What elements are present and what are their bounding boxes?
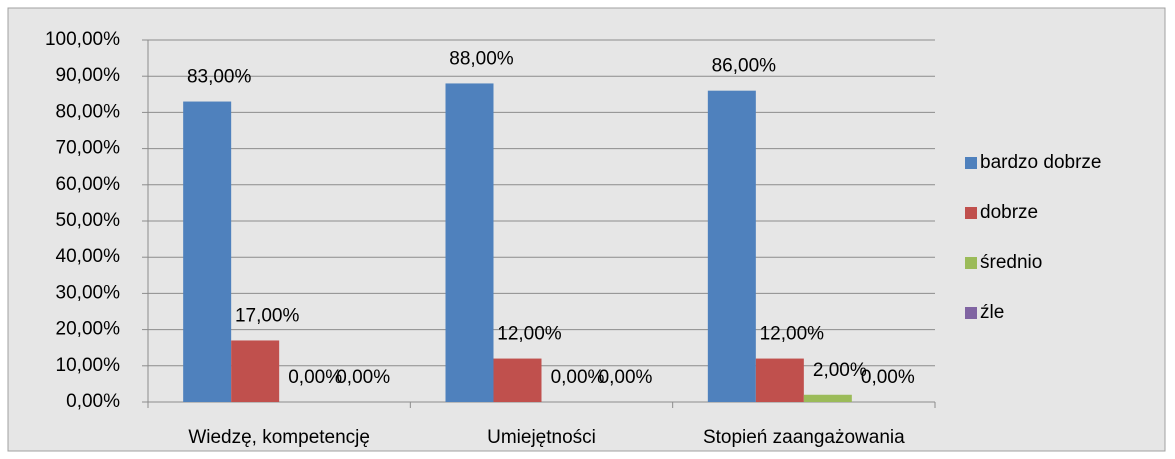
value-label: 0,00% xyxy=(336,367,390,388)
value-label: 12,00% xyxy=(497,324,562,345)
value-label: 12,00% xyxy=(760,324,825,345)
y-tick-label: 90,00% xyxy=(56,65,121,86)
legend-swatch xyxy=(965,257,977,269)
legend-swatch xyxy=(965,207,977,219)
value-label: 2,00% xyxy=(813,360,867,381)
bar xyxy=(445,83,494,402)
value-label: 83,00% xyxy=(187,67,252,88)
y-tick-label: 80,00% xyxy=(56,101,121,122)
y-tick-label: 70,00% xyxy=(56,138,121,159)
bar xyxy=(231,340,280,402)
value-label: 88,00% xyxy=(449,48,514,69)
y-tick-label: 50,00% xyxy=(56,210,121,231)
legend-swatch xyxy=(965,307,977,319)
value-label: 0,00% xyxy=(599,367,653,388)
y-tick-label: 60,00% xyxy=(56,174,121,195)
y-tick-label: 100,00% xyxy=(45,29,120,50)
legend-label: źle xyxy=(980,302,1004,323)
value-label: 0,00% xyxy=(551,367,605,388)
value-label: 0,00% xyxy=(861,367,915,388)
legend-label: średnio xyxy=(980,252,1042,273)
legend-swatch xyxy=(965,157,977,169)
x-tick-label: Stopień zaangażowania xyxy=(703,427,905,448)
bar xyxy=(803,394,852,402)
legend-label: dobrze xyxy=(980,202,1038,223)
bar xyxy=(707,90,756,403)
bar xyxy=(493,358,542,402)
value-label: 17,00% xyxy=(235,305,300,326)
value-label: 0,00% xyxy=(288,367,342,388)
y-tick-label: 20,00% xyxy=(56,319,121,340)
y-tick-label: 0,00% xyxy=(66,391,120,412)
x-tick-label: Wiedzę, kompetencję xyxy=(188,427,370,448)
bar xyxy=(755,358,804,402)
legend-label: bardzo dobrze xyxy=(980,152,1101,173)
bar xyxy=(183,101,232,402)
y-tick-label: 40,00% xyxy=(56,246,121,267)
y-tick-label: 10,00% xyxy=(56,355,121,376)
y-tick-label: 30,00% xyxy=(56,282,121,303)
x-tick-label: Umiejętności xyxy=(487,427,596,448)
value-label: 86,00% xyxy=(712,56,777,77)
